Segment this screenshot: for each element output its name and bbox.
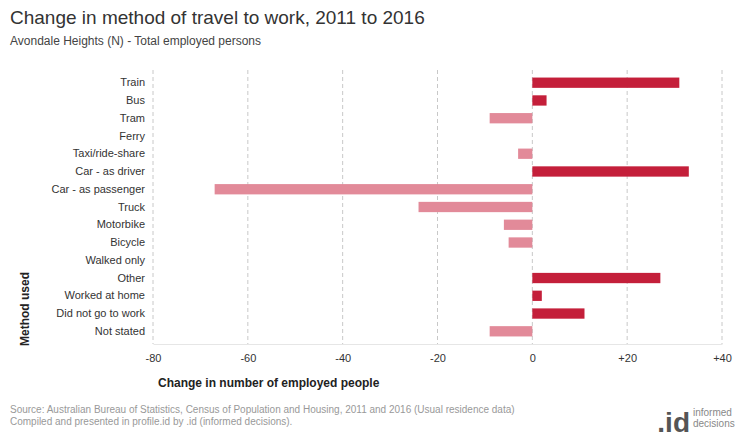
x-axis-line [154, 344, 723, 345]
x-tick-label: -20 [430, 352, 446, 364]
x-tick-label: 0 [530, 352, 536, 364]
source: Source: Australian Bureau of Statistics,… [10, 404, 515, 415]
logo-text: informed [693, 407, 732, 418]
x-tick: -60 [240, 344, 256, 364]
bars [215, 78, 689, 337]
y-tick: Ferry [119, 129, 153, 141]
x-tick: -20 [430, 344, 446, 364]
y-tick: Bus [126, 94, 153, 106]
bar [532, 95, 546, 105]
y-tick-label: Did not go to work [56, 307, 145, 319]
y-axis-title: Method used [18, 272, 32, 346]
bar [532, 273, 660, 283]
bar [215, 184, 533, 194]
y-tick-label: Bicycle [110, 236, 145, 248]
source: Compiled and presented in profile.id by … [10, 416, 292, 427]
x-tick: -40 [335, 344, 351, 364]
y-tick-label: Other [117, 272, 145, 284]
y-tick: Not stated [95, 325, 153, 337]
x-tick-label: -80 [146, 352, 162, 364]
subtitle: Avondale Heights (N) - Total employed pe… [10, 34, 261, 48]
y-tick-label: Taxi/ride-share [73, 147, 145, 159]
y-tick-label: Walked only [85, 254, 145, 266]
x-tick-label: -60 [240, 352, 256, 364]
y-tick-label: Bus [126, 94, 145, 106]
x-tick-label: +20 [618, 352, 637, 364]
bar [532, 131, 533, 141]
y-tick-label: Worked at home [64, 289, 145, 301]
bar [518, 149, 532, 159]
x-tick-label: +40 [713, 352, 732, 364]
y-tick-label: Ferry [119, 129, 145, 141]
bar [532, 255, 533, 265]
y-tick: Car - as passenger [51, 183, 153, 195]
grid [153, 70, 722, 344]
y-tick-label: Train [120, 76, 145, 88]
y-tick: Motorbike [97, 218, 153, 230]
bar [532, 78, 679, 88]
y-tick-label: Motorbike [97, 218, 145, 230]
y-tick: Walked only [85, 254, 153, 266]
grid-line [722, 70, 723, 344]
logo-mark: .id [657, 407, 690, 438]
y-tick: Taxi/ride-share [73, 147, 153, 159]
y-axis: Train Bus Tram Ferry Taxi/ride-share Car - as… [51, 76, 153, 337]
y-tick-label: Truck [118, 201, 146, 213]
grid-line [247, 70, 248, 344]
y-tick: Train [120, 76, 153, 88]
x-axis-title: Change in number of employed people [158, 376, 380, 390]
grid-line [627, 70, 628, 344]
title: Change in method of travel to work, 2011… [10, 7, 425, 28]
x-tick: -80 [146, 344, 162, 364]
x-tick-label: -40 [335, 352, 351, 364]
y-tick: Car - as driver [75, 165, 153, 177]
x-axis: -80 -60 -40 -20 0 +20 +40 [146, 344, 732, 364]
bar [490, 113, 533, 123]
bar [490, 326, 533, 336]
y-tick-label: Not stated [95, 325, 145, 337]
y-tick-label: Car - as driver [75, 165, 145, 177]
x-tick: +40 [713, 344, 732, 364]
y-tick-label: Tram [120, 112, 145, 124]
y-tick: Truck [118, 201, 153, 213]
grid-line [153, 70, 154, 344]
bar [419, 202, 533, 212]
y-tick: Bicycle [110, 236, 153, 248]
chart: Change in method of travel to work, 2011… [0, 0, 740, 440]
bar [532, 166, 688, 176]
x-tick: 0 [530, 344, 536, 364]
bar [509, 237, 533, 247]
bar [532, 308, 584, 318]
grid-line [342, 70, 343, 344]
y-tick: Worked at home [64, 289, 153, 301]
x-tick: +20 [618, 344, 637, 364]
y-tick-label: Car - as passenger [51, 183, 145, 195]
y-tick: Did not go to work [56, 307, 153, 319]
logo-text: decisions [693, 418, 735, 429]
bar [504, 220, 532, 230]
bar [532, 291, 541, 301]
y-tick: Tram [120, 112, 153, 124]
y-tick: Other [117, 272, 153, 284]
